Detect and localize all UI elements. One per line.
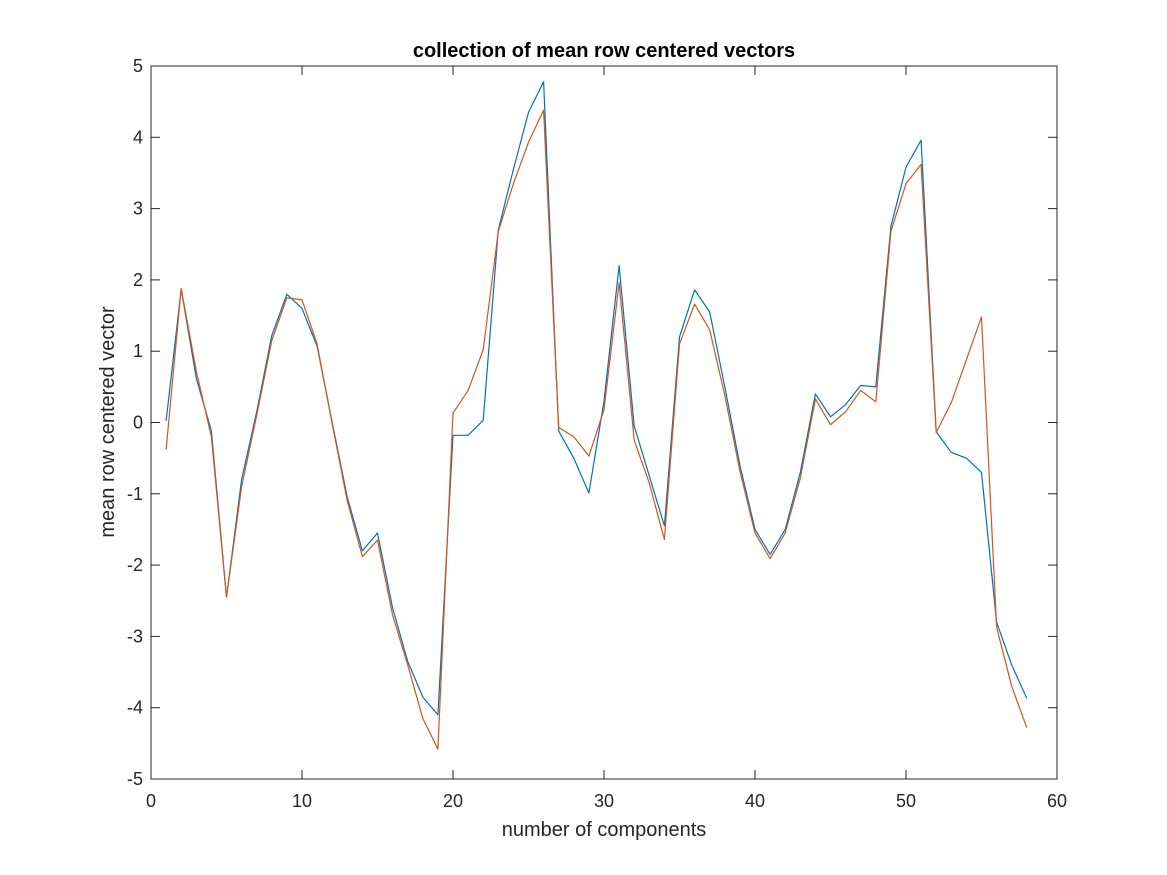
x-tick-label: 60 — [1047, 791, 1067, 811]
y-axis-label: mean row centered vector — [97, 306, 119, 538]
x-tick-label: 50 — [896, 791, 916, 811]
series-line-2 — [165, 109, 1028, 750]
y-tick-label: 4 — [133, 127, 143, 147]
x-tick-label: 0 — [146, 791, 156, 811]
y-tick-label: 5 — [133, 56, 143, 76]
y-tick-label: 2 — [133, 270, 143, 290]
y-tick-label: -1 — [127, 484, 143, 504]
x-tick-label: 20 — [443, 791, 463, 811]
y-tick-label: 1 — [133, 341, 143, 361]
x-tick-label: 10 — [292, 791, 312, 811]
y-tick-label: 0 — [133, 413, 143, 433]
y-tick-label: -3 — [127, 626, 143, 646]
series-layer — [165, 81, 1028, 750]
x-tick-label: 40 — [745, 791, 765, 811]
axis-ticks: 0 10 20 30 40 50 60 -5 -4 -3 -2 -1 0 1 2 3 4 5 — [127, 56, 1067, 811]
y-tick-label: -2 — [127, 555, 143, 575]
y-tick-label: 3 — [133, 199, 143, 219]
y-tick-label: -5 — [127, 769, 143, 789]
x-tick-label: 30 — [594, 791, 614, 811]
chart-title: collection of mean row centered vectors — [413, 40, 795, 62]
x-axis-label: number of components — [502, 819, 707, 841]
series-line-1 — [165, 81, 1028, 716]
y-tick-label: -4 — [127, 698, 143, 718]
